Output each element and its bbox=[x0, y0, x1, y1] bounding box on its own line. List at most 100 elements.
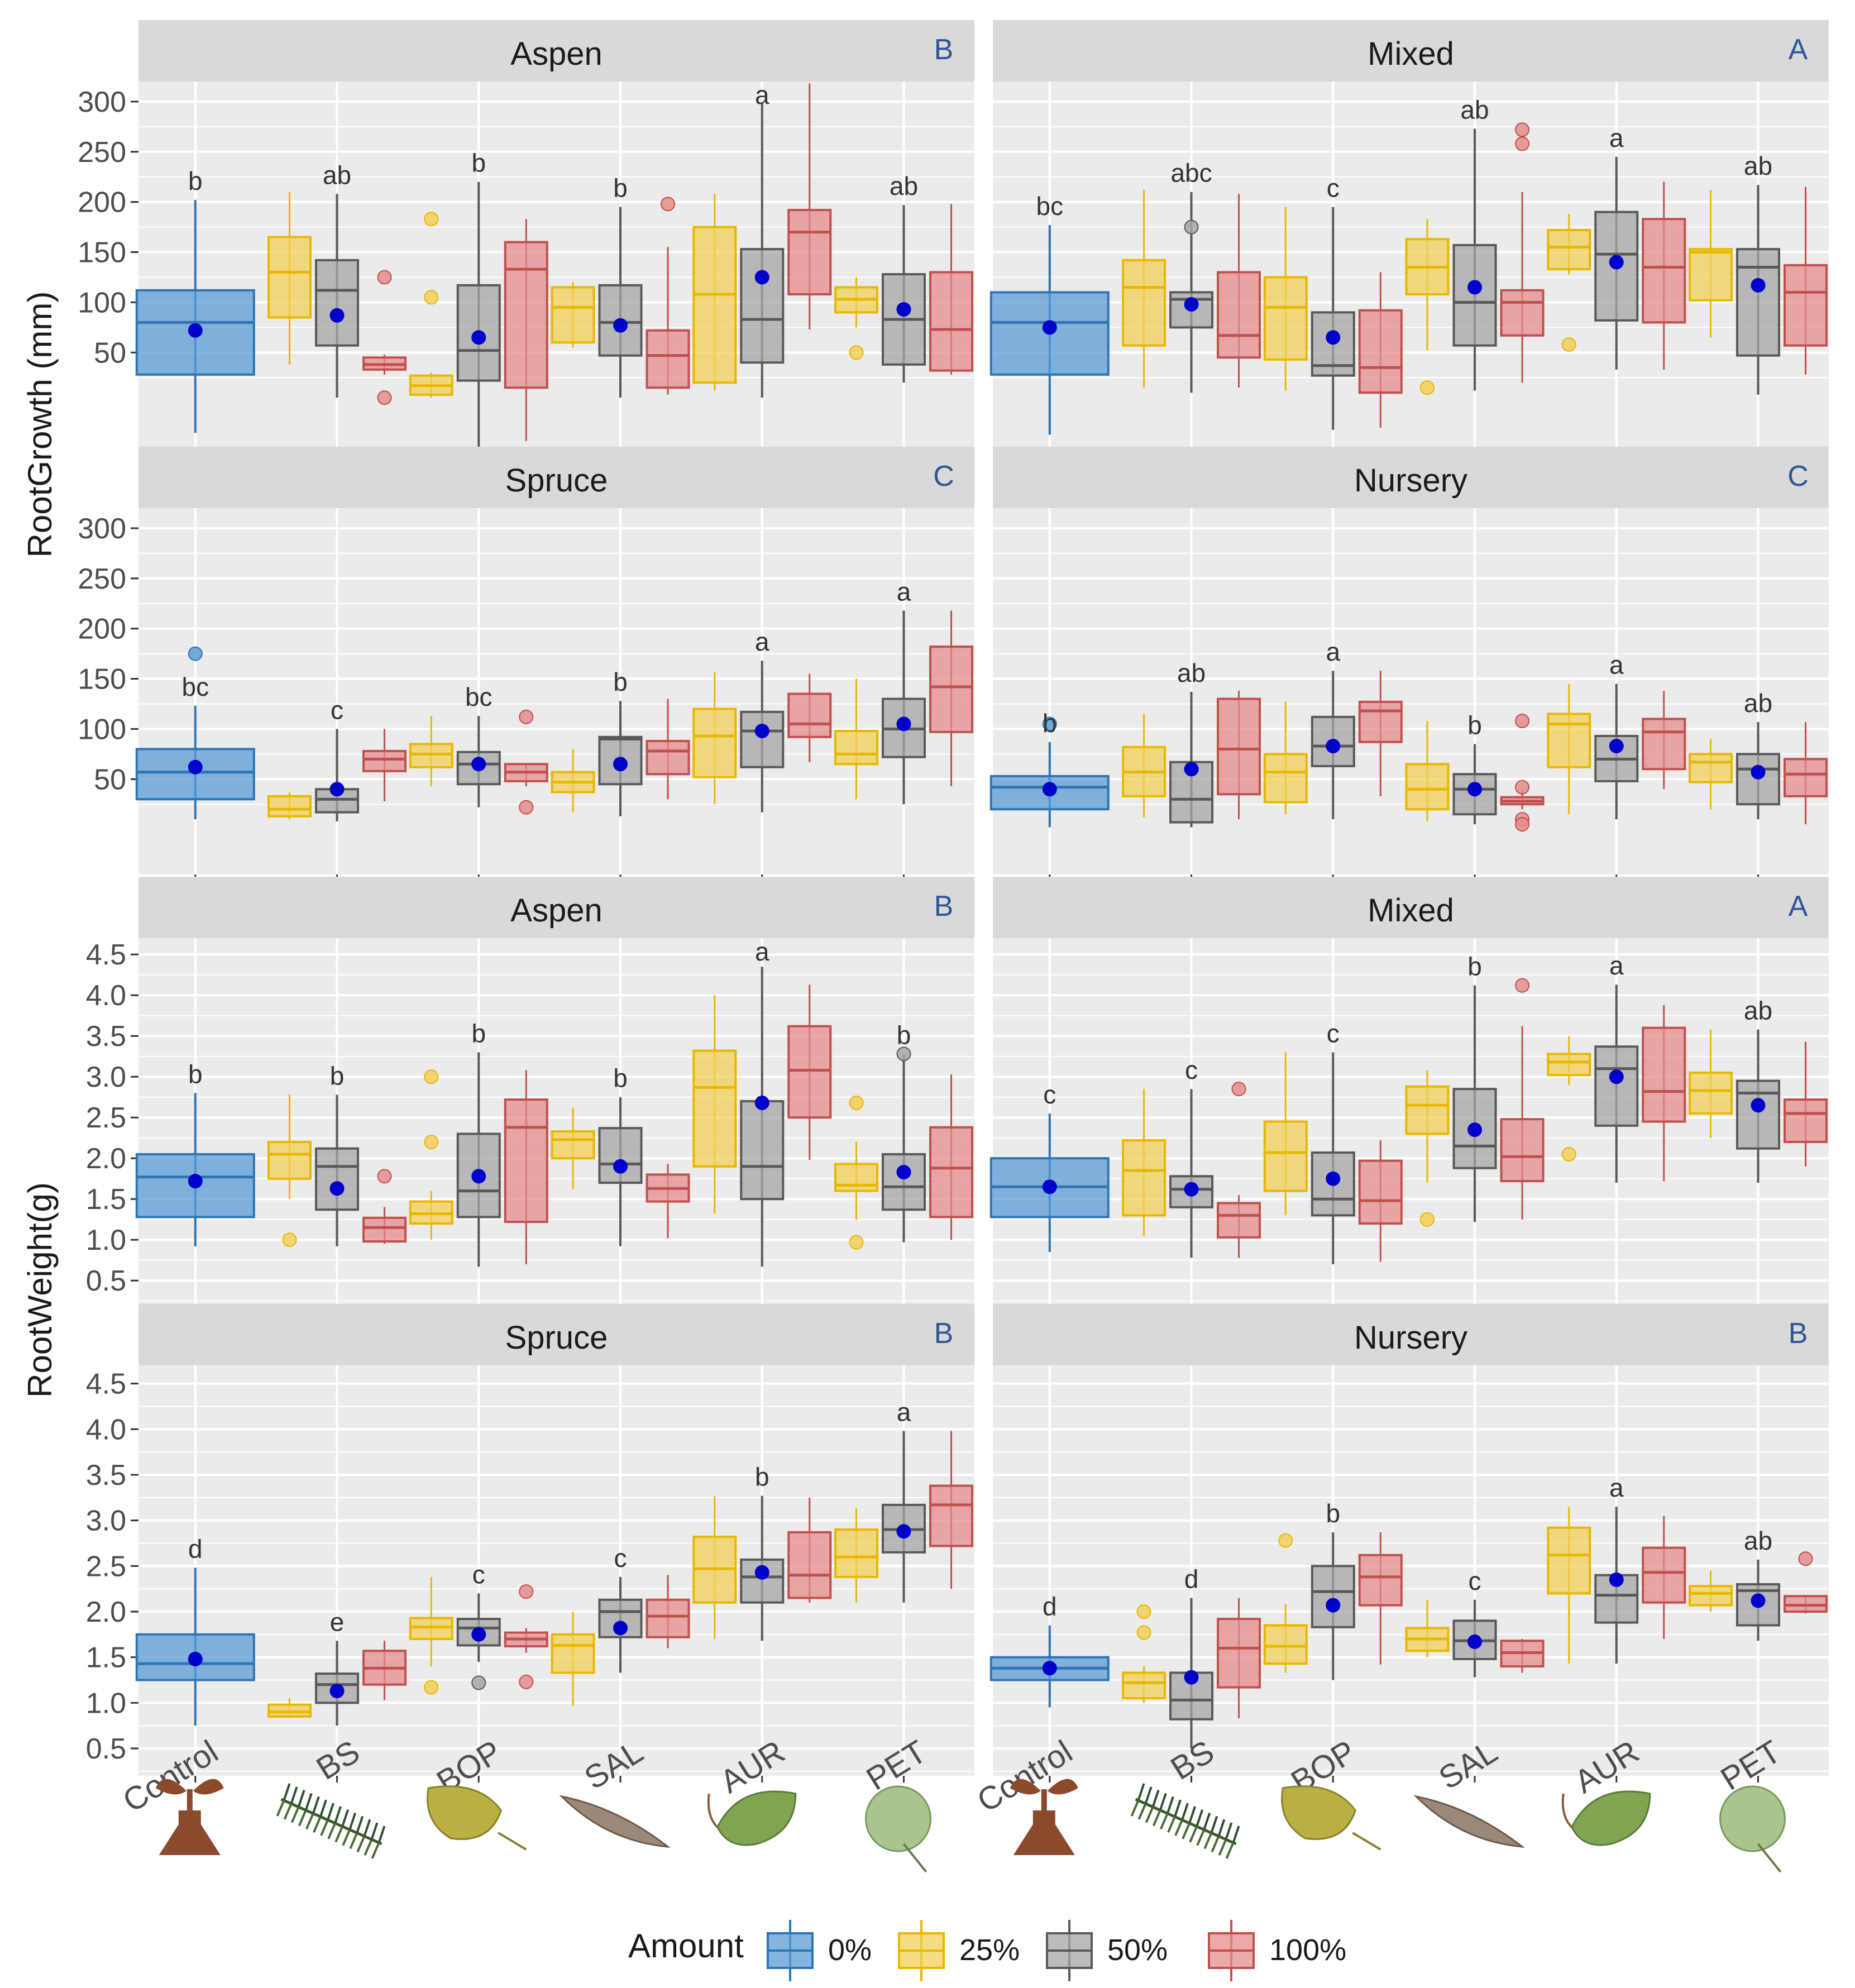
outlier-point bbox=[1515, 122, 1530, 137]
significance-letter: d bbox=[1184, 1565, 1199, 1594]
y-tick-label: 1.0 bbox=[86, 1687, 126, 1719]
box-bs-100pct bbox=[1217, 691, 1261, 820]
significance-letter: bc bbox=[465, 682, 493, 711]
box-bs-50pct: e bbox=[315, 1607, 360, 1726]
y-tick-label: 250 bbox=[78, 563, 126, 595]
box-sal-100pct bbox=[1500, 1639, 1545, 1673]
needle bbox=[320, 1819, 329, 1836]
panel-aspen-rootgrowth-background bbox=[138, 82, 974, 448]
box-sal-50pct: b bbox=[598, 174, 643, 398]
mean-point bbox=[896, 1165, 911, 1180]
box-bop-50pct: c bbox=[1311, 1019, 1355, 1264]
control-icon-leaf bbox=[155, 1779, 187, 1795]
box-aur-50pct: a bbox=[740, 937, 785, 1267]
box-body bbox=[1122, 1139, 1166, 1217]
mean-point bbox=[1326, 1598, 1341, 1613]
legend-item-25pct: 25% bbox=[898, 1920, 1020, 1981]
mean-point bbox=[188, 1651, 203, 1666]
panel-spruce-rootgrowth-strip-label: Spruce bbox=[505, 462, 608, 499]
box-bs-25pct bbox=[267, 192, 312, 365]
significance-letter: a bbox=[897, 1398, 911, 1427]
significance-letter: b bbox=[755, 1463, 769, 1492]
box-pet-25pct bbox=[834, 1095, 879, 1250]
significance-letter: a bbox=[755, 627, 769, 656]
box-control-0pct: d bbox=[989, 1592, 1110, 1708]
significance-letter: bc bbox=[181, 672, 209, 701]
panel-aspen-rootweight-background bbox=[138, 938, 974, 1305]
box-body bbox=[1736, 248, 1781, 357]
box-body bbox=[646, 329, 690, 389]
control-icon-leaf bbox=[193, 1779, 224, 1795]
box-body bbox=[1689, 1585, 1733, 1607]
box-bop-100pct bbox=[504, 1584, 548, 1689]
needle bbox=[283, 1803, 293, 1820]
box-aur-25pct bbox=[1547, 1507, 1591, 1664]
box-body bbox=[1736, 1079, 1781, 1150]
outlier-point bbox=[188, 646, 203, 661]
legend-label: 50% bbox=[1107, 1933, 1168, 1967]
box-aur-25pct bbox=[1547, 214, 1591, 352]
significance-letter: c bbox=[1185, 1055, 1198, 1084]
box-pet-25pct bbox=[1689, 739, 1733, 810]
outlier-point bbox=[377, 390, 392, 405]
mean-point bbox=[188, 323, 203, 338]
box-pet-100pct bbox=[929, 1074, 974, 1240]
box-aur-100pct bbox=[1642, 1005, 1686, 1182]
control-icon-leaf bbox=[1047, 1779, 1078, 1795]
panel-spruce-rootgrowth-background bbox=[138, 508, 974, 874]
leaf-stem bbox=[1561, 1793, 1573, 1828]
needle bbox=[364, 1839, 373, 1856]
needle bbox=[334, 1806, 342, 1824]
box-aur-25pct bbox=[692, 995, 737, 1214]
box-bop-50pct: b bbox=[456, 1019, 501, 1267]
significance-letter: b bbox=[188, 166, 203, 195]
box-sal-25pct bbox=[551, 1612, 595, 1706]
needle bbox=[371, 1842, 380, 1859]
box-sal-100pct bbox=[1500, 978, 1545, 1220]
panel-nursery-rootweight-group-letter: B bbox=[1789, 1317, 1808, 1350]
box-body bbox=[1547, 713, 1591, 768]
box-bs-100pct bbox=[1217, 1082, 1261, 1258]
panel-nursery-rootweight-background bbox=[993, 1365, 1829, 1776]
box-body bbox=[1122, 259, 1166, 347]
significance-letter: ab bbox=[1744, 689, 1772, 718]
box-body bbox=[267, 1141, 312, 1180]
outlier-point bbox=[519, 800, 534, 815]
panel-mixed-rootgrowth-strip bbox=[993, 20, 1829, 82]
box-bs-25pct bbox=[1122, 190, 1166, 388]
mean-point bbox=[1326, 738, 1341, 753]
significance-letter: d bbox=[188, 1535, 203, 1564]
panel-nursery-rootgrowth-strip bbox=[993, 447, 1829, 508]
box-body bbox=[882, 1153, 926, 1211]
box-body bbox=[1263, 753, 1308, 804]
mean-point bbox=[754, 1095, 769, 1110]
box-control-0pct: b bbox=[989, 709, 1110, 828]
box-pet-50pct: ab bbox=[1736, 151, 1781, 395]
y-axis-title-rootweight: RootWeight(g) bbox=[21, 1182, 59, 1398]
outlier-point bbox=[1136, 1604, 1151, 1619]
legend-label: 100% bbox=[1269, 1933, 1346, 1967]
needle bbox=[312, 1796, 320, 1814]
outlier-point bbox=[1231, 1082, 1246, 1097]
box-bs-25pct bbox=[1122, 1089, 1166, 1236]
needle bbox=[1189, 1825, 1198, 1843]
box-sal-25pct bbox=[551, 282, 595, 348]
box-body bbox=[787, 692, 832, 738]
needle bbox=[341, 1809, 350, 1827]
mean-point bbox=[754, 270, 769, 285]
box-pet-25pct bbox=[1689, 1029, 1733, 1138]
mean-point bbox=[896, 716, 911, 732]
mean-point bbox=[471, 1169, 486, 1184]
needle bbox=[370, 1822, 379, 1840]
box-aur-50pct: a bbox=[740, 627, 785, 813]
outlier-point bbox=[849, 1235, 864, 1250]
box-aur-50pct: a bbox=[740, 80, 785, 398]
y-tick-label: 4.0 bbox=[86, 1413, 126, 1446]
box-bs-50pct: abc bbox=[1169, 159, 1214, 393]
box-pet-50pct: ab bbox=[1736, 1526, 1781, 1641]
needle bbox=[305, 1813, 314, 1830]
needle bbox=[1166, 1796, 1174, 1814]
box-body bbox=[1122, 1671, 1166, 1700]
needle bbox=[1203, 1812, 1211, 1831]
needle bbox=[356, 1836, 366, 1853]
